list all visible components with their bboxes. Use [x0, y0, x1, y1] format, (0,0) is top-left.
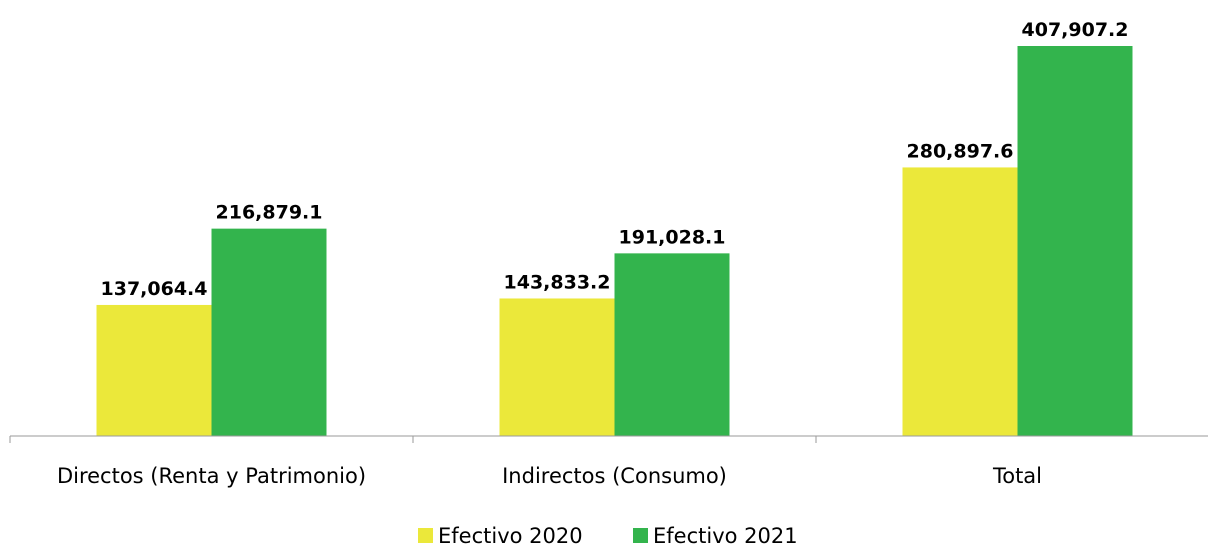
value-labels-group: 137,064.4 216,879.1 143,833.2 191,028.1 280,…: [101, 19, 1129, 300]
legend-label: Efectivo 2020: [438, 524, 583, 545]
category-labels-group: Directos (Renta y Patrimonio) Indirectos …: [57, 464, 1042, 488]
data-label: 143,833.2: [504, 271, 611, 293]
data-label: 137,064.4: [101, 278, 208, 300]
legend-swatch: [418, 528, 433, 543]
data-label: 280,897.6: [907, 140, 1014, 162]
data-label: 191,028.1: [619, 226, 726, 248]
category-label: Directos (Renta y Patrimonio): [57, 464, 366, 488]
bar-efectivo-2020: [902, 167, 1018, 437]
legend-item: Efectivo 2021: [633, 524, 798, 545]
x-axis: [9, 435, 1208, 443]
category-label: Total: [992, 464, 1042, 488]
category-label: Indirectos (Consumo): [502, 464, 727, 488]
legend-item: Efectivo 2020: [418, 524, 583, 545]
bars-group: [96, 46, 1133, 437]
bar-efectivo-2021: [211, 228, 327, 436]
bar-efectivo-2020: [96, 304, 212, 436]
legend-swatch: [633, 528, 648, 543]
data-label: 216,879.1: [216, 202, 323, 224]
legend-label: Efectivo 2021: [653, 524, 798, 545]
bar-efectivo-2020: [499, 298, 615, 436]
bar-efectivo-2021: [1017, 46, 1133, 436]
legend: Efectivo 2020 Efectivo 2021: [418, 524, 798, 545]
bar-efectivo-2021: [614, 253, 730, 436]
data-label: 407,907.2: [1022, 19, 1129, 41]
